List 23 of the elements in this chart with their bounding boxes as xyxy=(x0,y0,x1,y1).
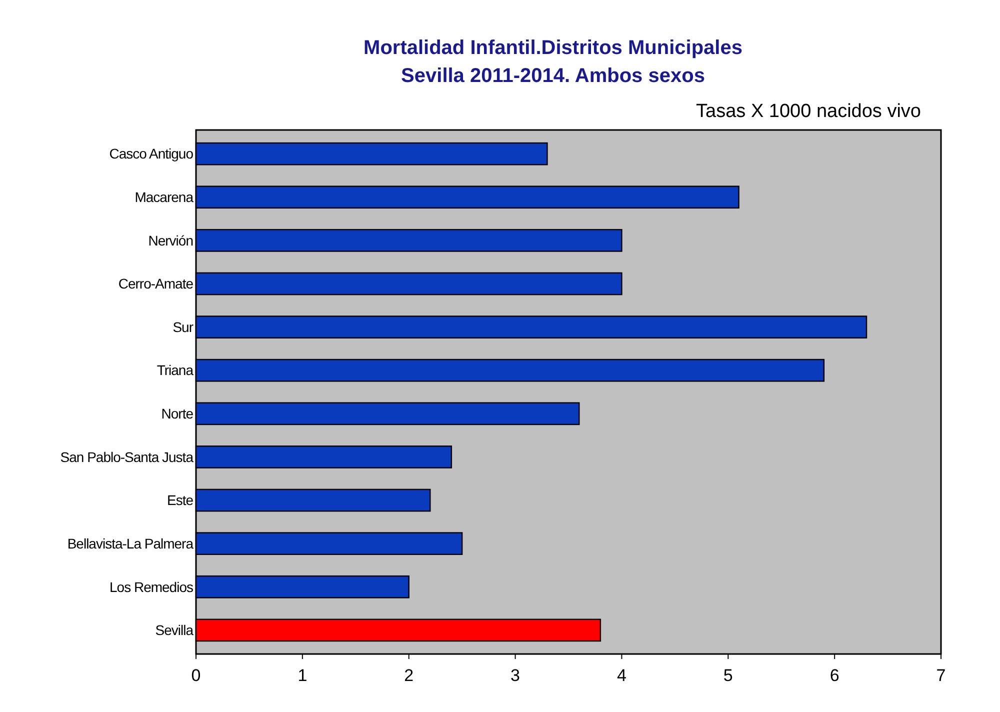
x-tick-label: 5 xyxy=(723,666,733,685)
x-tick-label: 7 xyxy=(936,666,946,685)
y-tick-label: Triana xyxy=(156,362,194,378)
y-tick-label: Macarena xyxy=(134,189,194,206)
y-tick-label: Sur xyxy=(172,318,194,335)
y-tick-label: Sevilla xyxy=(155,622,194,638)
x-tick-label: 3 xyxy=(510,666,520,685)
y-tick-label: Los Remedios xyxy=(110,578,194,595)
y-tick-label: Cerro-Amate xyxy=(118,276,194,292)
x-tick-label: 0 xyxy=(191,666,201,685)
y-tick-label: Este xyxy=(166,492,194,508)
y-tick-label: Bellavista-La Palmera xyxy=(67,535,194,552)
x-tick-label: 2 xyxy=(404,666,414,685)
y-tick-label: Nervión xyxy=(148,232,193,248)
y-tick-label: San Pablo-Santa Justa xyxy=(60,448,194,465)
chart-subtitle: Sevilla 2011-2014. Ambos sexos xyxy=(401,65,705,87)
y-tick-label: Casco Antiguo xyxy=(109,146,194,162)
x-tick-label: 1 xyxy=(298,666,308,685)
x-tick-label: 4 xyxy=(616,666,626,685)
y-tick-label: Norte xyxy=(161,406,194,422)
chart-title: Mortalidad Infantil.Distritos Municipales xyxy=(364,37,742,59)
x-tick-label: 6 xyxy=(830,666,840,685)
text: Tasas X 1000 nacidos vivo xyxy=(696,101,921,122)
